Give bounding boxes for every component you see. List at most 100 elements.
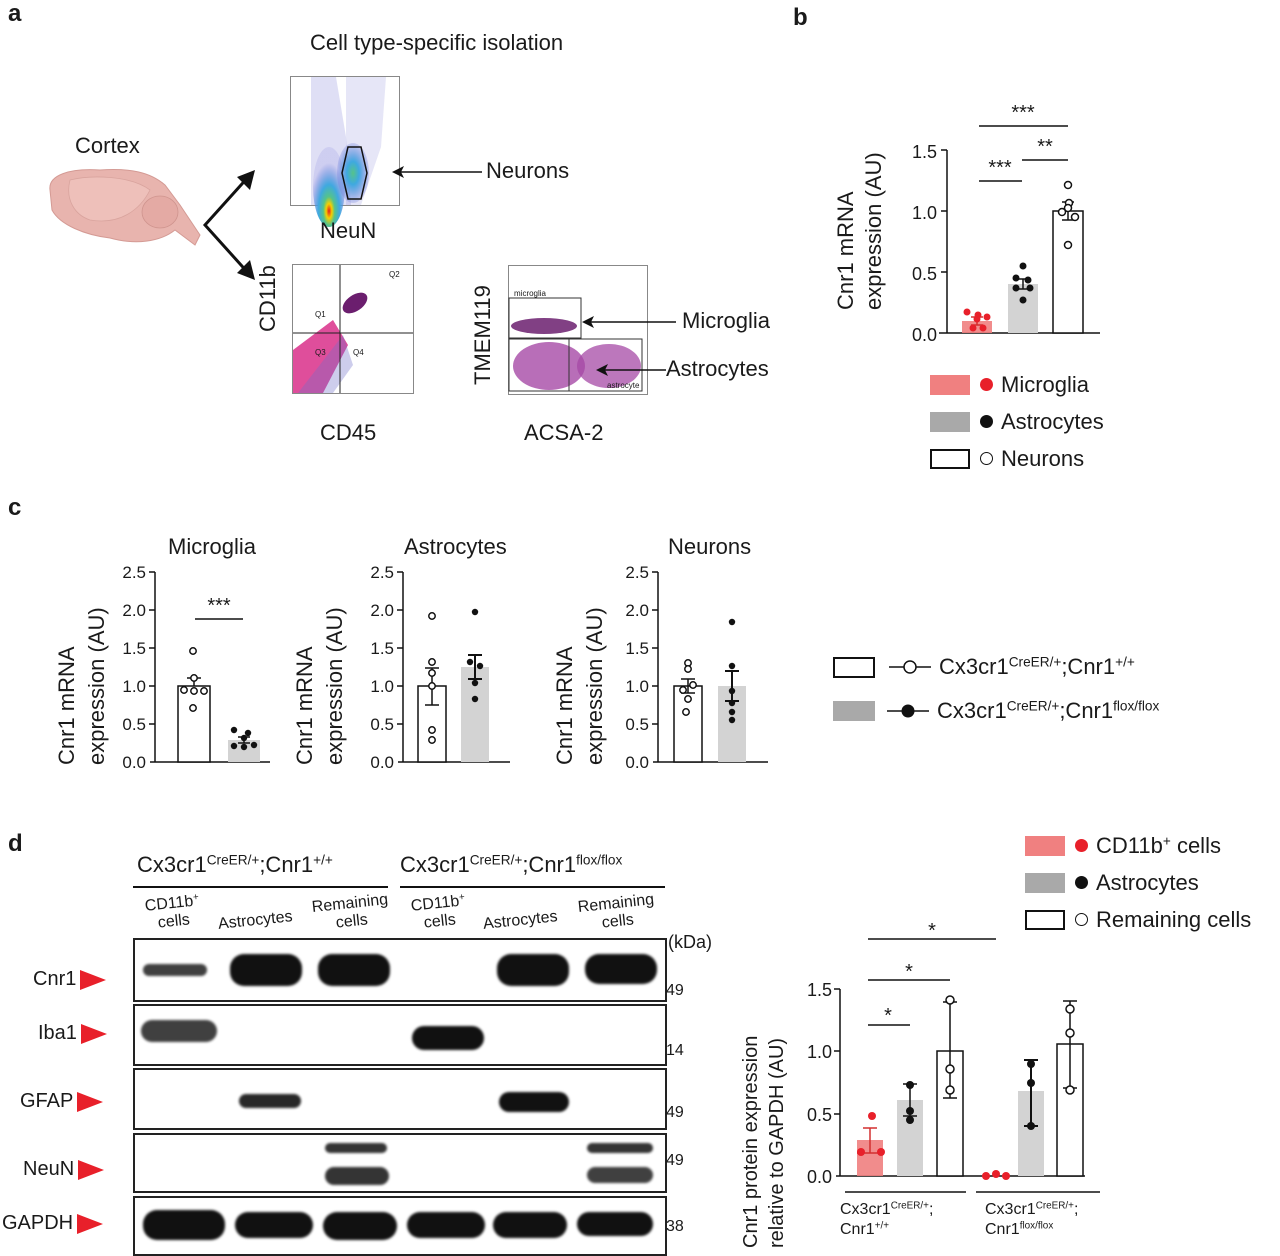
svg-text:1.5: 1.5 xyxy=(807,980,832,1000)
legend-swatch xyxy=(1025,872,1065,893)
open-dot-line-icon xyxy=(889,660,931,674)
panel-label-b: b xyxy=(793,4,808,31)
lane-label-4: CD11b+ cells xyxy=(410,891,466,932)
kda-marker: 49 xyxy=(666,982,684,999)
brain-icon xyxy=(49,169,201,246)
legend-swatch xyxy=(930,411,970,432)
blot-label-neun: NeuN xyxy=(23,1158,105,1181)
svg-text:0.0: 0.0 xyxy=(625,753,649,772)
svg-text:2.5: 2.5 xyxy=(122,563,146,582)
kda-label: (kDa) xyxy=(668,932,712,952)
kda-marker: 49 xyxy=(666,1104,684,1121)
legend-item-neurons: Neurons xyxy=(930,440,1104,477)
legend-item-astrocytes: Astrocytes xyxy=(930,403,1104,440)
legend-swatch xyxy=(930,374,970,395)
svg-text:1.5: 1.5 xyxy=(912,142,937,162)
panel-label-c: c xyxy=(8,494,22,521)
c-astrocytes-title: Astrocytes xyxy=(404,534,507,559)
lane-label-5: Astrocytes xyxy=(482,908,559,933)
blot-cnr1 xyxy=(133,938,667,1002)
genotype-underline xyxy=(400,886,665,888)
c-astrocytes-ylabel: Cnr1 mRNA expression (AU) xyxy=(292,607,347,765)
lane-label-1: CD11b+ cells xyxy=(144,891,200,932)
blot-iba1 xyxy=(133,1004,667,1066)
svg-text:*: * xyxy=(928,920,936,942)
svg-text:0.5: 0.5 xyxy=(370,715,394,734)
gate-microglia: microglia xyxy=(514,289,547,298)
red-arrow-icon xyxy=(77,1213,104,1234)
svg-text:1.0: 1.0 xyxy=(912,203,937,223)
flow-neun-xlabel: NeuN xyxy=(320,218,377,243)
legend-d: CD11b+ cells Astrocytes Remaining cells xyxy=(1025,827,1251,938)
svg-text:0.0: 0.0 xyxy=(807,1167,832,1187)
d-chart-ylabel: Cnr1 protein expression relative to GAPD… xyxy=(740,1035,788,1248)
flow-cd11b-ylabel: CD11b xyxy=(255,265,280,332)
svg-text:2.5: 2.5 xyxy=(370,563,394,582)
svg-text:1.0: 1.0 xyxy=(625,677,649,696)
red-dot-icon xyxy=(1075,839,1088,852)
neurons-annotation: Neurons xyxy=(486,158,570,183)
red-arrow-icon xyxy=(78,1159,105,1180)
b-ylabel: Cnr1 mRNA expression (AU) xyxy=(833,152,886,310)
d-group-label-wt: Cx3cr1CreER/+; Cnr1+/+ xyxy=(840,1200,934,1238)
chart-b: 1.5 1.0 0.5 0.0 *** ** *** xyxy=(912,102,1100,345)
svg-text:1.5: 1.5 xyxy=(122,639,146,658)
blot-gapdh xyxy=(133,1196,667,1256)
legend-item-astrocytes: Astrocytes xyxy=(1025,864,1251,901)
black-dot-icon xyxy=(980,415,993,428)
flow-plot-tmem119-acsa2: microglia astrocyte xyxy=(508,265,648,395)
svg-text:0.0: 0.0 xyxy=(122,753,146,772)
c-neurons-ylabel: Cnr1 mRNA expression (AU) xyxy=(552,607,607,765)
svg-text:2.0: 2.0 xyxy=(625,601,649,620)
quadrant-q1: Q1 xyxy=(315,310,326,319)
quadrant-q4: Q4 xyxy=(353,348,364,357)
chart-c-astrocytes: 2.5 2.0 1.5 1.0 0.5 0.0 xyxy=(370,563,510,772)
svg-text:***: *** xyxy=(207,595,231,617)
svg-text:*: * xyxy=(884,1005,892,1027)
legend-item-remaining: Remaining cells xyxy=(1025,901,1251,938)
legend-b: Microglia Astrocytes Neurons xyxy=(930,366,1104,477)
svg-text:1.0: 1.0 xyxy=(370,677,394,696)
legend-item-microglia: Microglia xyxy=(930,366,1104,403)
c-microglia-ylabel: Cnr1 mRNA expression (AU) xyxy=(54,607,109,765)
svg-text:0.5: 0.5 xyxy=(912,264,937,284)
open-dot-icon xyxy=(980,452,993,465)
lane-label-6: Remaining cells xyxy=(577,891,655,932)
kda-marker: 38 xyxy=(666,1218,684,1235)
flow-plot-neun xyxy=(290,76,400,227)
arrow-left-icon xyxy=(392,166,482,178)
blot-label-iba1: Iba1 xyxy=(38,1022,107,1045)
svg-text:1.5: 1.5 xyxy=(370,639,394,658)
quadrant-q3: Q3 xyxy=(315,348,326,357)
svg-text:***: *** xyxy=(988,157,1012,179)
svg-text:1.5: 1.5 xyxy=(625,639,649,658)
blot-label-gapdh: GAPDH xyxy=(2,1212,104,1235)
branch-arrows-icon xyxy=(202,170,255,280)
flow-tmem119-ylabel: TMEM119 xyxy=(470,285,495,385)
blot-label-gfap: GFAP xyxy=(20,1090,104,1113)
svg-text:0.5: 0.5 xyxy=(807,1105,832,1125)
microglia-annotation: Microglia xyxy=(682,308,771,333)
svg-text:0.5: 0.5 xyxy=(122,715,146,734)
svg-text:***: *** xyxy=(1011,102,1035,124)
genotype-header-ko: Cx3cr1CreER/+;Cnr1flox/flox xyxy=(400,852,623,877)
filled-dot-line-icon xyxy=(887,704,929,718)
arrow-left-icon xyxy=(582,316,676,328)
astrocytes-annotation: Astrocytes xyxy=(666,356,769,381)
legend-swatch xyxy=(833,701,875,721)
genotype-header-wt: Cx3cr1CreER/+;Cnr1+/+ xyxy=(137,852,333,877)
red-arrow-icon xyxy=(80,969,107,990)
chart-c-neurons: 2.5 2.0 1.5 1.0 0.5 0.0 xyxy=(625,563,768,772)
black-dot-icon xyxy=(1075,876,1088,889)
c-microglia-title: Microglia xyxy=(168,534,257,559)
legend-item-cd11b: CD11b+ cells xyxy=(1025,827,1251,864)
red-arrow-icon xyxy=(80,1023,107,1044)
flow-acsa2-xlabel: ACSA-2 xyxy=(524,420,604,445)
d-group-label-ko: Cx3cr1CreER/+; Cnr1flox/flox xyxy=(985,1200,1079,1238)
legend-item-wildtype: Cx3cr1CreER/+;Cnr1+/+ xyxy=(833,645,1159,689)
legend-swatch xyxy=(833,656,875,678)
kda-marker: 14 xyxy=(666,1042,684,1059)
red-arrow-icon xyxy=(77,1091,104,1112)
quadrant-q2: Q2 xyxy=(389,270,400,279)
svg-text:0.0: 0.0 xyxy=(912,325,937,345)
